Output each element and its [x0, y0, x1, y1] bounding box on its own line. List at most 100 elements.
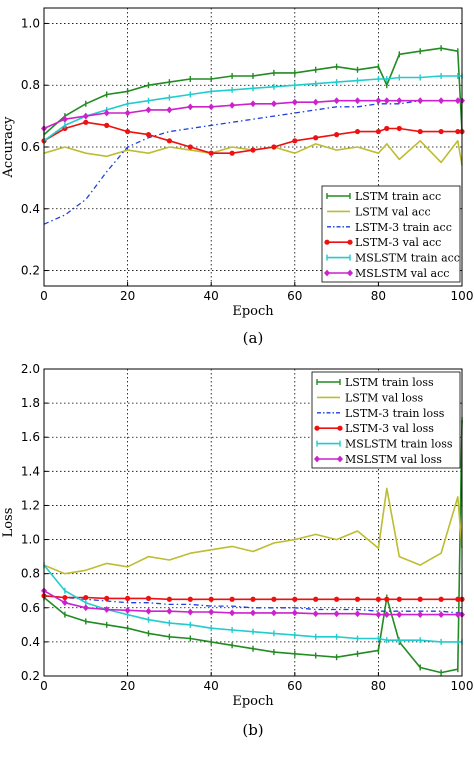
series-lstm-train: [43, 417, 463, 676]
x-tick-label: 100: [451, 679, 474, 693]
y-tick-label: 2.0: [21, 362, 40, 376]
data-point: [291, 609, 298, 617]
legend-marker: [347, 239, 353, 245]
data-point: [333, 97, 340, 105]
y-tick-label: 0.2: [21, 669, 40, 683]
legend-label: LSTM-3 val loss: [345, 422, 434, 435]
data-point: [384, 596, 390, 602]
data-point: [396, 611, 403, 618]
data-point: [166, 106, 173, 114]
data-point: [83, 594, 89, 601]
legend-box: [311, 371, 461, 469]
data-point: [354, 97, 361, 105]
series-lstm-val: [43, 140, 463, 166]
y-tick-label: 0.4: [21, 202, 40, 216]
y-tick-label: 0.6: [21, 601, 40, 615]
data-point: [82, 112, 89, 120]
data-point: [396, 125, 402, 132]
legend-label: LSTM train acc: [355, 190, 441, 203]
x-axis-label: Epoch: [232, 694, 274, 709]
data-point: [291, 98, 298, 106]
legend-label: MSLSTM train loss: [345, 438, 453, 451]
x-tick-label: 20: [120, 289, 135, 303]
data-point: [166, 596, 172, 602]
data-point: [334, 132, 340, 138]
series-mslstm-val: [41, 587, 465, 618]
data-point: [208, 596, 214, 602]
data-point: [229, 596, 235, 602]
series-lstm3-val: [41, 593, 465, 602]
data-point: [455, 128, 461, 135]
data-point: [229, 609, 236, 617]
legend-marker: [324, 239, 330, 245]
data-point: [125, 128, 131, 135]
x-tick-label: 100: [451, 289, 474, 303]
data-point: [333, 610, 340, 618]
data-point: [292, 596, 298, 602]
legend-label: LSTM val acc: [355, 205, 431, 218]
data-point: [375, 128, 381, 135]
y-tick-label: 1.6: [21, 430, 40, 444]
legend-label: LSTM-3 train loss: [345, 407, 445, 420]
data-point: [438, 611, 445, 618]
x-tick-label: 80: [371, 289, 386, 303]
data-point: [166, 607, 173, 615]
data-point: [375, 596, 381, 602]
caption-b: (b): [242, 721, 263, 739]
data-point: [61, 115, 68, 123]
data-point: [104, 122, 110, 128]
data-point: [396, 97, 403, 105]
data-point: [145, 106, 152, 114]
legend-label: MSLSTM val acc: [355, 267, 449, 280]
legend-label: MSLSTM train acc: [355, 252, 460, 265]
data-point: [354, 596, 361, 602]
series-lstm3-val: [41, 119, 465, 156]
x-axis-label: Epoch: [232, 304, 274, 319]
legend: LSTM train acc LSTM val acc LSTM-3 train a…: [321, 185, 461, 283]
data-point: [145, 607, 152, 615]
data-point: [104, 595, 110, 601]
series-mslstm-train: [43, 72, 463, 144]
loss-chart: 0 20 40 60 80 100 0.2 0.4 0.6 0.8 1.0 1.2 1.4 1.6 1.8 2…: [1, 362, 473, 709]
y-tick-label: 0.8: [21, 78, 40, 92]
data-point: [270, 100, 277, 108]
data-point: [417, 596, 423, 602]
legend-label: LSTM-3 train acc: [355, 221, 452, 234]
data-point: [312, 610, 319, 618]
y-tick-label: 0.8: [21, 567, 40, 581]
data-point: [383, 611, 390, 618]
data-point: [455, 596, 461, 602]
y-tick-label: 0.2: [21, 264, 40, 278]
data-point: [354, 128, 361, 135]
data-point: [384, 125, 390, 132]
x-tick-label: 40: [204, 289, 219, 303]
data-point: [208, 608, 215, 616]
data-point: [354, 610, 361, 618]
data-point: [166, 138, 172, 144]
data-point: [82, 604, 89, 612]
data-point: [271, 144, 277, 150]
data-point: [375, 611, 382, 618]
legend-label: LSTM val loss: [345, 391, 424, 404]
legend-label: LSTM train loss: [345, 376, 434, 389]
y-tick-label: 0.6: [21, 140, 40, 154]
series-line: [43, 140, 463, 166]
data-point: [270, 609, 277, 617]
data-point: [334, 596, 340, 602]
x-tick-label: 0: [40, 289, 48, 303]
data-point: [187, 596, 193, 602]
series-lstm3-train: [43, 595, 462, 614]
data-point: [250, 100, 256, 108]
y-tick-label: 1.0: [21, 533, 40, 547]
series-line: [43, 47, 463, 136]
data-point: [313, 596, 319, 602]
legend: LSTM train loss LSTM val loss LSTM-3 train…: [311, 371, 461, 469]
data-point: [61, 599, 68, 607]
data-point: [383, 97, 390, 105]
legend-marker: [347, 269, 353, 277]
y-tick-label: 1.8: [21, 396, 40, 410]
x-tick-label: 20: [120, 679, 135, 693]
data-point: [396, 596, 402, 602]
x-tick-label: 40: [204, 679, 219, 693]
